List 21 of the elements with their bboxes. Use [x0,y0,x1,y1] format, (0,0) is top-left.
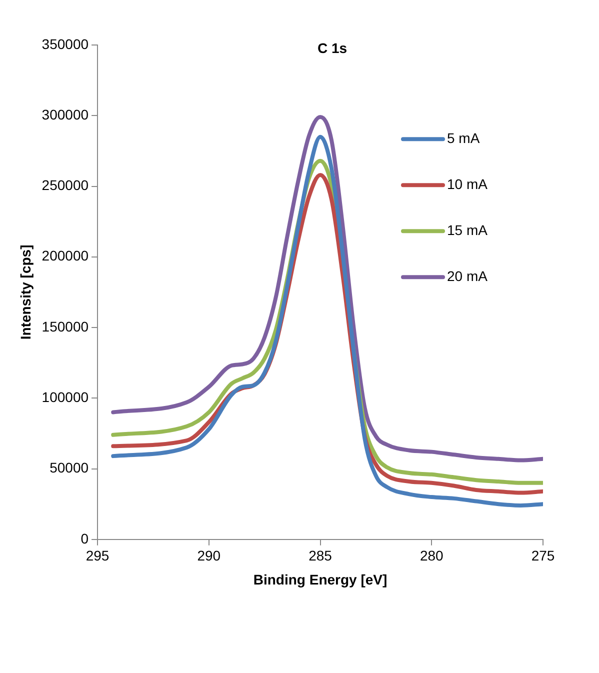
legend-label: 20 mA [447,268,488,284]
y-tick-label: 150000 [42,318,89,334]
x-tick-label: 290 [197,548,221,564]
legend-label: 10 mA [447,176,488,192]
x-tick-label: 285 [308,548,332,564]
x-axis-title: Binding Energy [eV] [253,571,388,588]
legend-label: 5 mA [447,130,480,146]
line-series [111,115,543,462]
y-tick-label: 100000 [42,389,89,405]
x-tick-label: 275 [531,548,555,564]
x-tick-label: 280 [420,548,444,564]
y-axis-title: Intensity [cps] [17,244,34,340]
legend-label: 15 mA [447,222,488,238]
y-tick-label: 250000 [42,177,89,194]
y-tick-label: 200000 [42,248,89,264]
x-tick-label: 295 [86,548,110,564]
y-tick-label: 350000 [42,36,89,52]
y-tick-label: 0 [80,530,89,546]
y-tick-label: 50000 [50,460,89,476]
chart-title: C 1s [317,40,348,56]
y-tick-label: 300000 [42,106,89,122]
